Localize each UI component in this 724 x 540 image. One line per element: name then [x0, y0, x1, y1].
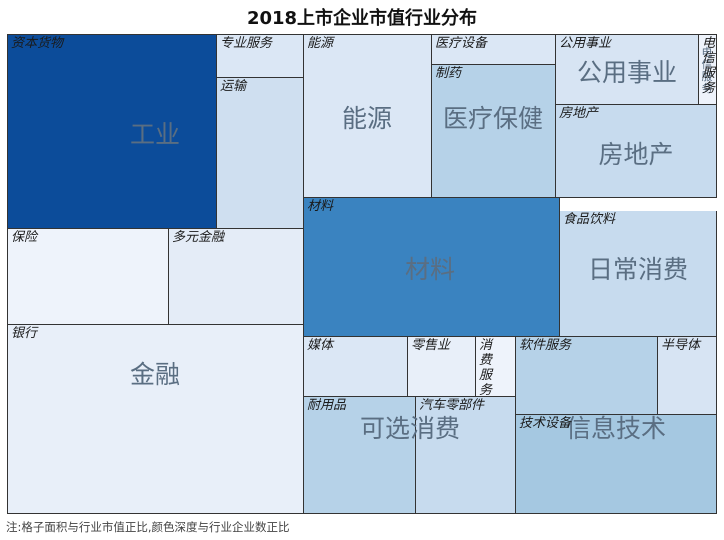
industry-label: 银行	[11, 326, 38, 341]
treemap-cell: 运输	[217, 78, 304, 229]
industry-label: 公用事业	[559, 36, 612, 51]
industry-label: 电信服务	[702, 36, 716, 96]
treemap-cell: 半导体	[658, 337, 717, 415]
sector-label: 医疗保健	[442, 104, 544, 133]
sector-label: 信息技术	[565, 414, 667, 443]
industry-label: 技术设备	[519, 416, 572, 431]
treemap-cell: 专业服务	[217, 34, 304, 78]
treemap-cell: 保险	[7, 229, 169, 325]
treemap-cell: 媒体	[304, 337, 408, 397]
industry-label: 保险	[11, 230, 38, 245]
treemap-cell: 电信服务	[699, 34, 717, 105]
sector-label: 电信服务	[701, 46, 713, 95]
sector-label: 日常消费	[587, 255, 689, 284]
industry-label: 制药	[435, 66, 462, 81]
treemap-cell: 制药	[432, 65, 556, 198]
sector-label: 公用事业	[576, 58, 678, 87]
treemap-cell: 软件服务	[516, 337, 658, 415]
treemap-cell: 零售业	[408, 337, 476, 397]
industry-label: 专业服务	[220, 36, 273, 51]
industry-label: 汽车零部件	[419, 398, 485, 413]
industry-label: 零售业	[411, 338, 451, 353]
treemap-cell: 房地产	[556, 105, 717, 198]
treemap-cell: 食品饮料	[560, 211, 717, 337]
industry-label: 运输	[220, 79, 247, 94]
industry-label: 医疗设备	[435, 36, 488, 51]
treemap-cell: 能源	[304, 34, 432, 198]
sector-label: 房地产	[598, 140, 674, 169]
treemap-cell: 银行	[7, 325, 304, 514]
treemap-cell: 多元金融	[169, 229, 304, 325]
industry-label: 消费服务	[479, 338, 493, 398]
industry-label: 多元金融	[172, 230, 225, 245]
industry-label: 资本货物	[11, 36, 64, 51]
chart-note: 注:格子面积与行业市值正比,颜色深度与行业企业数正比	[6, 520, 290, 534]
industry-label: 软件服务	[519, 338, 572, 353]
sector-label: 金融	[129, 360, 181, 389]
treemap-cell: 耐用品	[304, 397, 416, 514]
industry-label: 房地产	[559, 106, 599, 121]
sector-label: 可选消费	[359, 414, 461, 443]
treemap-cell: 材料	[304, 198, 560, 337]
treemap-cell: 公用事业	[556, 34, 699, 105]
sector-label: 材料	[404, 255, 456, 284]
industry-label: 半导体	[661, 338, 701, 353]
industry-label: 材料	[307, 199, 334, 214]
treemap-cell: 资本货物	[7, 34, 217, 229]
sector-label: 能源	[341, 104, 393, 133]
sector-label: 工业	[129, 120, 181, 149]
industry-label: 媒体	[307, 338, 334, 353]
treemap-cell: 医疗设备	[432, 34, 556, 65]
industry-label: 耐用品	[307, 398, 347, 413]
chart-title: 2018上市企业市值行业分布	[246, 8, 478, 29]
treemap-cell: 消费服务	[476, 337, 516, 398]
treemap-cell: 技术设备	[516, 415, 717, 514]
industry-label: 食品饮料	[563, 212, 616, 227]
industry-label: 能源	[307, 36, 334, 51]
treemap-cell: 汽车零部件	[416, 397, 516, 514]
